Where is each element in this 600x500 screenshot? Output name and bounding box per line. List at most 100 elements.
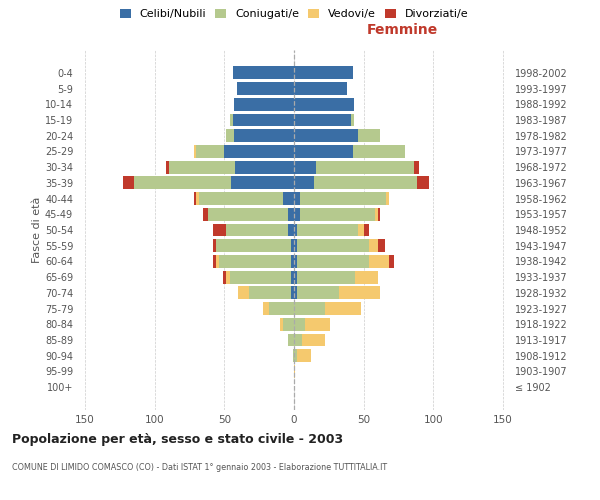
Bar — [216, 255, 219, 268]
Bar — [351, 114, 354, 126]
Bar — [224, 145, 294, 158]
Bar — [294, 208, 299, 220]
Bar — [369, 240, 377, 252]
Bar — [230, 114, 233, 126]
Bar — [226, 270, 230, 283]
Bar — [294, 365, 295, 378]
Text: Femmine: Femmine — [367, 24, 437, 38]
Bar — [294, 334, 302, 346]
Bar — [294, 255, 297, 268]
Bar — [353, 145, 406, 158]
Bar — [280, 318, 283, 331]
Bar — [203, 208, 208, 220]
Bar — [199, 192, 283, 205]
Bar — [294, 318, 305, 331]
Bar — [299, 208, 375, 220]
Bar — [291, 240, 294, 252]
Bar — [369, 255, 389, 268]
Bar — [196, 145, 224, 158]
Bar — [237, 82, 294, 95]
Text: COMUNE DI LIMIDO COMASCO (CO) - Dati ISTAT 1° gennaio 2003 - Elaborazione TUTTIT: COMUNE DI LIMIDO COMASCO (CO) - Dati IST… — [12, 462, 387, 471]
Bar — [294, 129, 358, 142]
Bar — [289, 224, 294, 236]
Bar — [358, 129, 380, 142]
Bar — [386, 192, 389, 205]
Bar — [299, 192, 386, 205]
Bar — [297, 240, 369, 252]
Bar — [216, 240, 291, 252]
Bar — [230, 270, 291, 283]
Legend: Celibi/Nubili, Coniugati/e, Vedovi/e, Divorziati/e: Celibi/Nubili, Coniugati/e, Vedovi/e, Di… — [119, 9, 469, 19]
Bar — [289, 334, 294, 346]
Bar — [291, 286, 294, 300]
Bar — [194, 145, 196, 158]
Bar — [358, 224, 364, 236]
Bar — [297, 255, 369, 268]
Bar — [294, 350, 297, 362]
Bar — [283, 192, 294, 205]
Bar — [294, 145, 353, 158]
Bar — [297, 270, 355, 283]
Bar — [283, 318, 294, 331]
Bar — [231, 176, 294, 190]
Bar — [289, 208, 294, 220]
Bar — [316, 160, 414, 173]
Bar — [238, 286, 250, 300]
Bar — [355, 270, 377, 283]
Bar — [196, 192, 199, 205]
Bar — [194, 192, 196, 205]
Bar — [219, 255, 291, 268]
Bar — [294, 114, 351, 126]
Bar — [305, 318, 330, 331]
Bar — [226, 224, 289, 236]
Bar — [213, 255, 216, 268]
Bar — [213, 240, 216, 252]
Bar — [297, 350, 311, 362]
Bar — [314, 176, 416, 190]
Bar — [166, 160, 169, 173]
Bar — [364, 224, 369, 236]
Bar — [377, 208, 380, 220]
Bar — [294, 270, 297, 283]
Bar — [250, 286, 291, 300]
Bar — [233, 66, 294, 80]
Bar — [325, 302, 361, 315]
Bar — [294, 240, 297, 252]
Bar — [291, 255, 294, 268]
Bar — [294, 98, 354, 110]
Bar — [389, 255, 394, 268]
Bar — [234, 129, 294, 142]
Bar — [294, 224, 297, 236]
Bar — [294, 66, 353, 80]
Bar — [297, 286, 338, 300]
Y-axis label: Fasce di età: Fasce di età — [32, 197, 42, 263]
Bar — [134, 176, 231, 190]
Bar — [263, 302, 269, 315]
Bar — [291, 270, 294, 283]
Bar — [234, 98, 294, 110]
Bar — [213, 224, 226, 236]
Bar — [293, 350, 294, 362]
Bar — [226, 129, 234, 142]
Bar — [416, 176, 429, 190]
Bar — [377, 240, 385, 252]
Bar — [297, 224, 358, 236]
Bar — [294, 176, 314, 190]
Bar — [294, 302, 325, 315]
Bar — [294, 160, 316, 173]
Bar — [269, 302, 294, 315]
Bar — [122, 176, 134, 190]
Bar — [223, 270, 226, 283]
Bar — [375, 208, 377, 220]
Bar — [294, 82, 347, 95]
Bar — [338, 286, 380, 300]
Bar — [294, 192, 299, 205]
Bar — [414, 160, 419, 173]
Bar — [302, 334, 325, 346]
Bar — [233, 114, 294, 126]
Text: Popolazione per età, sesso e stato civile - 2003: Popolazione per età, sesso e stato civil… — [12, 432, 343, 446]
Bar — [294, 286, 297, 300]
Bar — [235, 160, 294, 173]
Bar — [208, 208, 289, 220]
Bar — [169, 160, 235, 173]
